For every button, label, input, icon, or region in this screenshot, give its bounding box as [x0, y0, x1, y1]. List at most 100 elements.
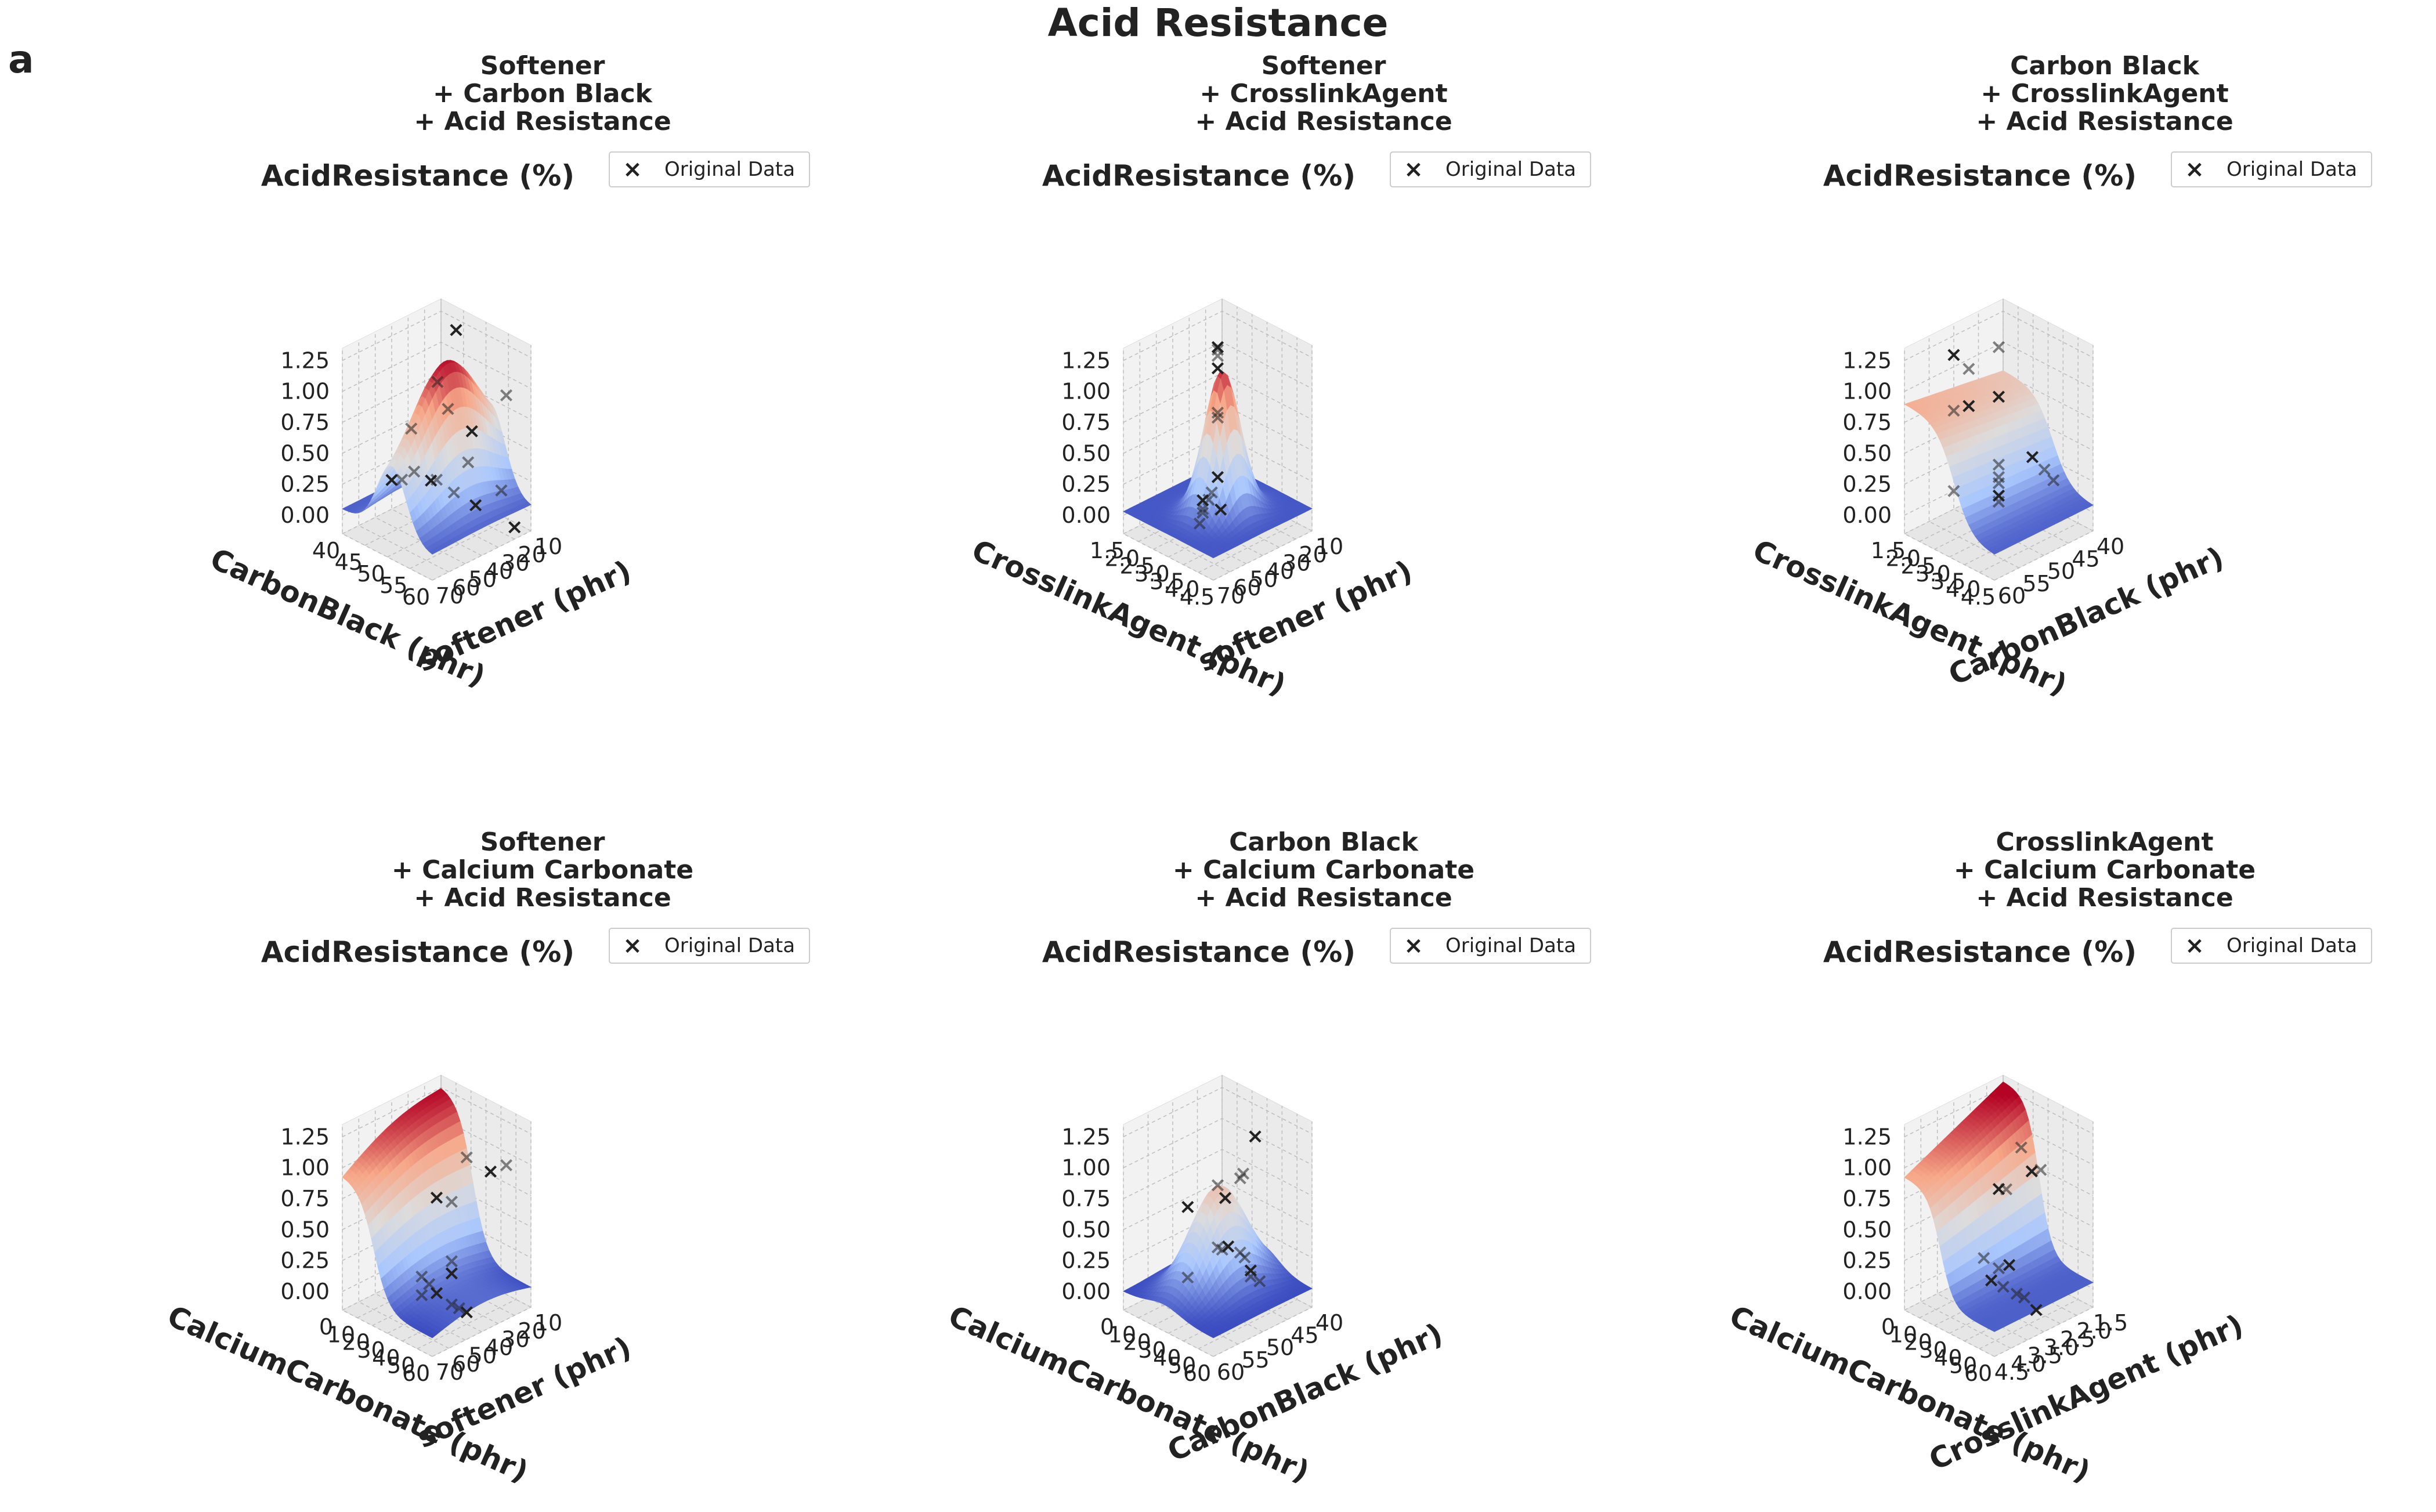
data-point: ×: [439, 397, 457, 421]
legend-marker: ×: [623, 156, 642, 183]
z-tick-label: 1.25: [1842, 348, 1892, 373]
data-point: ×: [443, 1189, 460, 1213]
data-point: ×: [1990, 490, 2007, 513]
z-tick-label: 1.25: [1842, 1124, 1892, 1149]
data-point: ×: [428, 468, 445, 491]
z-tick-label: 1.00: [280, 1155, 330, 1181]
data-point: ×: [1179, 1265, 1197, 1289]
z-tick-label: 1.25: [1061, 1124, 1111, 1149]
z-tick-label: 0.00: [280, 1279, 330, 1304]
data-point: ×: [1212, 498, 1230, 522]
legend-marker: ×: [623, 932, 642, 959]
data-point: ×: [406, 460, 423, 483]
z-tick-label: 0.00: [1061, 1279, 1111, 1304]
z-tick-label: 0.50: [280, 440, 330, 466]
x-tick-label: 1.5: [2093, 1310, 2128, 1336]
data-point: ×: [413, 1283, 431, 1307]
data-point: ×: [1990, 385, 2007, 408]
z-tick-label: 0.75: [1061, 410, 1111, 435]
y-tick-label: 40: [312, 538, 340, 563]
data-point: ×: [429, 370, 446, 393]
y-tick-label: 4.5: [1180, 584, 1215, 610]
x-tick-label: 60: [452, 575, 480, 601]
z-tick-label: 1.25: [280, 348, 330, 373]
z-axis-label: AcidResistance (%): [261, 159, 574, 193]
chart-panel-4: Softener+ Calcium Carbonate+ Acid Resist…: [162, 827, 810, 1489]
data-point: ×: [2045, 468, 2062, 492]
z-axis-label: AcidResistance (%): [261, 935, 574, 969]
legend-label: Original Data: [664, 934, 795, 957]
z-tick-label: 0.25: [280, 1248, 330, 1274]
chart-panel-3: Carbon Black+ CrosslinkAgent+ Acid Resis…: [1748, 51, 2372, 702]
x-tick-label: 50: [468, 567, 496, 592]
x-tick-label: 50: [1266, 1335, 1294, 1361]
z-tick-label: 1.00: [1842, 379, 1892, 404]
chart-title-line: + Calcium Carbonate: [1173, 855, 1474, 885]
z-axis-label: AcidResistance (%): [1823, 935, 2137, 969]
x-tick-label: 50: [2047, 559, 2075, 584]
z-tick-label: 0.75: [280, 410, 330, 435]
z-tick-label: 0.25: [1061, 472, 1111, 497]
data-point: ×: [506, 515, 523, 539]
x-tick-label: 40: [1315, 1310, 1343, 1336]
surface: [342, 360, 532, 555]
chart-panel-2: Softener+ CrosslinkAgent+ Acid Resistanc…: [967, 51, 1591, 702]
legend-marker: ×: [1404, 156, 1423, 183]
chart-title-line: Softener: [1262, 51, 1386, 81]
legend-label: Original Data: [1445, 934, 1576, 957]
grid-line: [409, 334, 509, 569]
z-tick-label: 1.25: [1061, 348, 1111, 373]
z-tick-label: 0.00: [1842, 1279, 1892, 1304]
data-point: ×: [1960, 394, 1978, 418]
z-tick-label: 0.25: [1842, 1248, 1892, 1274]
x-tick-label: 55: [1241, 1347, 1269, 1373]
y-tick-label: 45: [335, 549, 363, 575]
data-point: ×: [482, 1160, 499, 1184]
z-axis-label: AcidResistance (%): [1823, 159, 2137, 193]
chart-title-line: + CrosslinkAgent: [1199, 79, 1447, 108]
data-point: ×: [497, 383, 515, 407]
y-tick-label: 4.5: [1961, 584, 1996, 610]
chart-title-line: + Acid Resistance: [1976, 107, 2233, 136]
x-tick-label: 60: [1998, 583, 2026, 609]
grid-line: [358, 339, 449, 573]
x-tick-label: 60: [1217, 1359, 1245, 1385]
z-tick-label: 1.00: [1842, 1155, 1892, 1181]
legend-marker: ×: [1404, 932, 1423, 959]
data-point: ×: [458, 1145, 475, 1169]
x-tick-label: 20: [518, 542, 545, 567]
data-point: ×: [460, 450, 477, 474]
legend-marker: ×: [2185, 932, 2204, 959]
chart-title-line: + Calcium Carbonate: [392, 855, 693, 885]
data-point: ×: [1191, 512, 1208, 536]
legend-label: Original Data: [2227, 934, 2357, 957]
z-axis-label: AcidResistance (%): [1042, 159, 1356, 193]
y-tick-label: 60: [402, 1361, 430, 1386]
data-point: ×: [447, 318, 465, 342]
z-tick-label: 0.25: [280, 472, 330, 497]
chart-title-line: + Acid Resistance: [1195, 883, 1452, 913]
z-tick-label: 1.00: [280, 379, 330, 404]
legend-marker: ×: [2185, 156, 2204, 183]
z-tick-label: 0.50: [1842, 1217, 1892, 1242]
data-point: ×: [1209, 356, 1226, 380]
y-tick-label: 60: [1183, 1361, 1211, 1386]
x-tick-label: 45: [1291, 1322, 1318, 1348]
z-tick-label: 0.00: [280, 502, 330, 528]
x-tick-label: 30: [501, 550, 529, 576]
z-tick-label: 1.00: [1061, 379, 1111, 404]
z-tick-label: 1.00: [1061, 1155, 1111, 1181]
chart-title-line: + Acid Resistance: [1195, 107, 1452, 136]
data-point: ×: [403, 417, 420, 440]
z-tick-label: 0.75: [1061, 1186, 1111, 1211]
z-tick-label: 0.25: [1061, 1248, 1111, 1274]
y-tick-label: 55: [380, 573, 407, 598]
z-tick-label: 0.75: [1842, 410, 1892, 435]
y-tick-label: 60: [1964, 1361, 1992, 1386]
data-point: ×: [1209, 406, 1226, 429]
chart-title-line: + Acid Resistance: [414, 107, 671, 136]
z-tick-label: 0.50: [1061, 440, 1111, 466]
chart-title-line: + Calcium Carbonate: [1954, 855, 2256, 885]
data-point: ×: [493, 479, 510, 502]
